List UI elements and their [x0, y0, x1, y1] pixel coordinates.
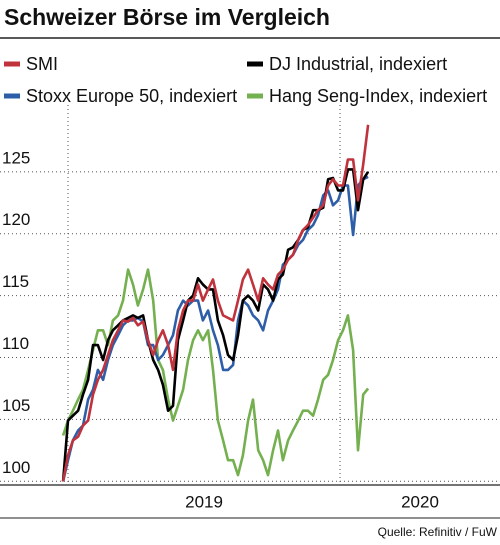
y-tick-label: 100: [2, 458, 30, 477]
legend-label: DJ Industrial, indexiert: [269, 54, 447, 74]
y-tick-label: 105: [2, 396, 30, 415]
y-tick-label: 125: [2, 148, 30, 167]
series-line: [61, 124, 370, 482]
series-line: [61, 168, 370, 482]
x-tick-label: 2019: [185, 492, 223, 511]
series-line: [61, 268, 370, 477]
legend-label: SMI: [26, 54, 58, 74]
y-tick-label: 110: [2, 334, 29, 353]
y-tick-label: 120: [2, 210, 30, 229]
legend-label: Hang Seng-Index, indexiert: [269, 86, 487, 106]
series-line: [61, 175, 369, 482]
legend-label: Stoxx Europe 50, indexiert: [26, 86, 237, 106]
source: Quelle: Refinitiv / FuW: [378, 525, 498, 539]
y-tick-label: 115: [2, 272, 29, 291]
chart-title: Schweizer Börse im Vergleich: [4, 4, 330, 30]
x-tick-label: 2020: [401, 492, 439, 511]
